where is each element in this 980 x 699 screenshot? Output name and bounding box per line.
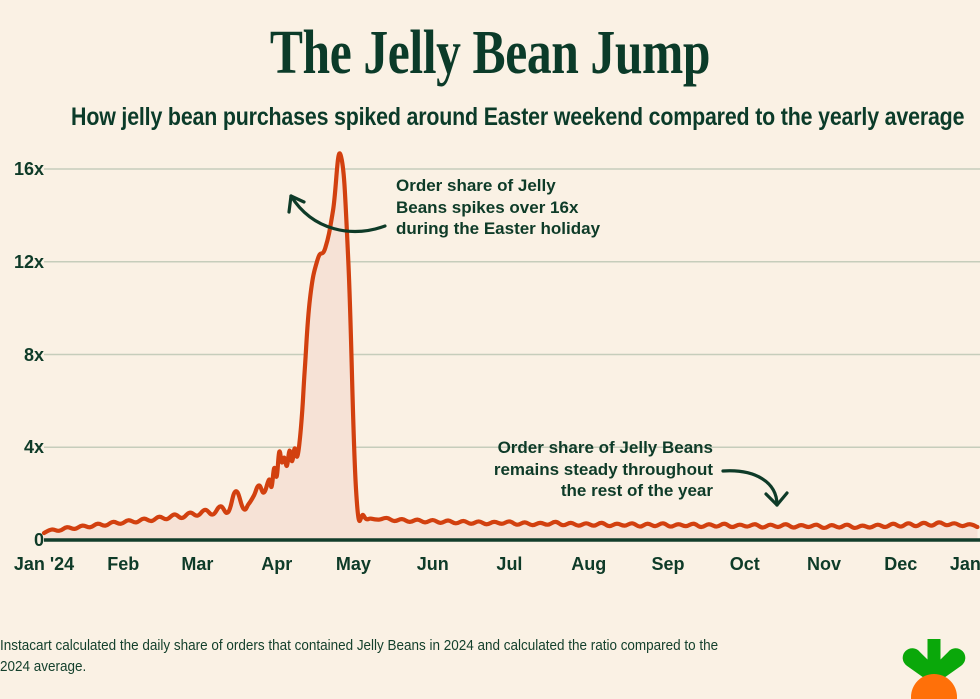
carrot-leaf-arrow-icon: [902, 639, 966, 685]
x-axis-tick-Aug: Aug: [571, 554, 607, 574]
y-axis-tick-4x: 4x: [23, 437, 44, 458]
page-subtitle: How jelly bean purchases spiked around E…: [71, 103, 965, 131]
x-axis-tick-Feb: Feb: [107, 554, 140, 574]
x-axis-tick-Jun: Jun: [416, 554, 449, 574]
x-axis-tick-Sep: Sep: [651, 554, 685, 574]
y-axis-tick-0: 0: [33, 530, 44, 550]
page-title: The Jelly Bean Jump: [269, 19, 711, 87]
x-axis-tick-Mar: Mar: [181, 554, 214, 574]
series-line: [41, 151, 980, 536]
annotation-steady-text: Order share of Jelly Beans remains stead…: [493, 438, 713, 500]
instacart-carrot-logo: [902, 639, 966, 699]
y-axis-labels: 0 4x 8x 12x 16x: [0, 150, 44, 550]
annotation-peak-text: Order share of Jelly Beans spikes over 1…: [396, 176, 601, 238]
x-axis-tick-Dec: Dec: [884, 554, 918, 574]
x-axis-labels: Jan '24 Feb Mar Apr May Jun Jul Aug Sep Oct Nov Dec…: [0, 553, 980, 583]
x-axis-tick-Jan24: Jan '24: [13, 554, 75, 574]
y-axis-tick-8x: 8x: [23, 344, 44, 365]
jelly-bean-line-chart: [41, 151, 980, 542]
x-axis-tick-Jul: Jul: [496, 554, 523, 574]
x-axis-tick-Oct: Oct: [729, 554, 760, 574]
x-axis-tick-Nov: Nov: [806, 554, 842, 574]
y-axis-tick-12x: 12x: [13, 251, 44, 272]
x-axis-tick-Apr: Apr: [261, 554, 293, 574]
carrot-body-icon: [911, 674, 957, 699]
x-axis-tick-May: May: [335, 554, 371, 574]
chart-plot-area: [0, 150, 980, 550]
footer-note: Instacart calculated the daily share of …: [0, 638, 719, 675]
x-axis-tick-Jan25: Jan '25: [949, 554, 980, 574]
y-axis-tick-16x: 16x: [13, 159, 44, 179]
